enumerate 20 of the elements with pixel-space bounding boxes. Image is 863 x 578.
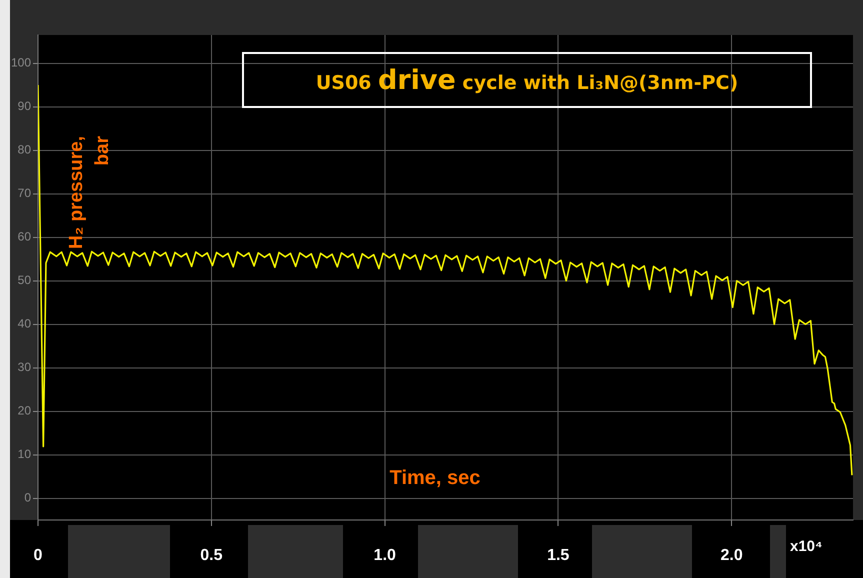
y-tick-label: 10: [18, 447, 32, 462]
y-tick-label: 100: [10, 56, 32, 70]
x-tick-label: 1.5: [547, 547, 570, 564]
y-tick-label: 0: [24, 490, 32, 505]
y-tick-label: 30: [18, 360, 32, 374]
x-axis-title: Time, sec: [388, 467, 482, 490]
x-tick-label: 2.0: [720, 547, 743, 564]
text: x10⁴: [790, 538, 822, 555]
y-tick-label: 80: [18, 142, 32, 157]
x-tick-label: 1.0: [374, 547, 396, 564]
y-tick-label: 20: [18, 404, 32, 418]
y-tick-label: 60: [18, 230, 32, 244]
x-tick-label: 0: [34, 547, 43, 564]
x-tick-label: 0.5: [200, 547, 223, 564]
text: US06 drive cycle with Li₃N@(3nm-PC): [316, 64, 738, 96]
y-axis-title: H₂ pressure, bar: [65, 136, 114, 251]
y-tick-label: 40: [18, 316, 32, 331]
y-tick-label: 90: [18, 99, 32, 114]
y-tick-label: 50: [18, 273, 32, 288]
y-tick-label: 70: [18, 186, 32, 200]
